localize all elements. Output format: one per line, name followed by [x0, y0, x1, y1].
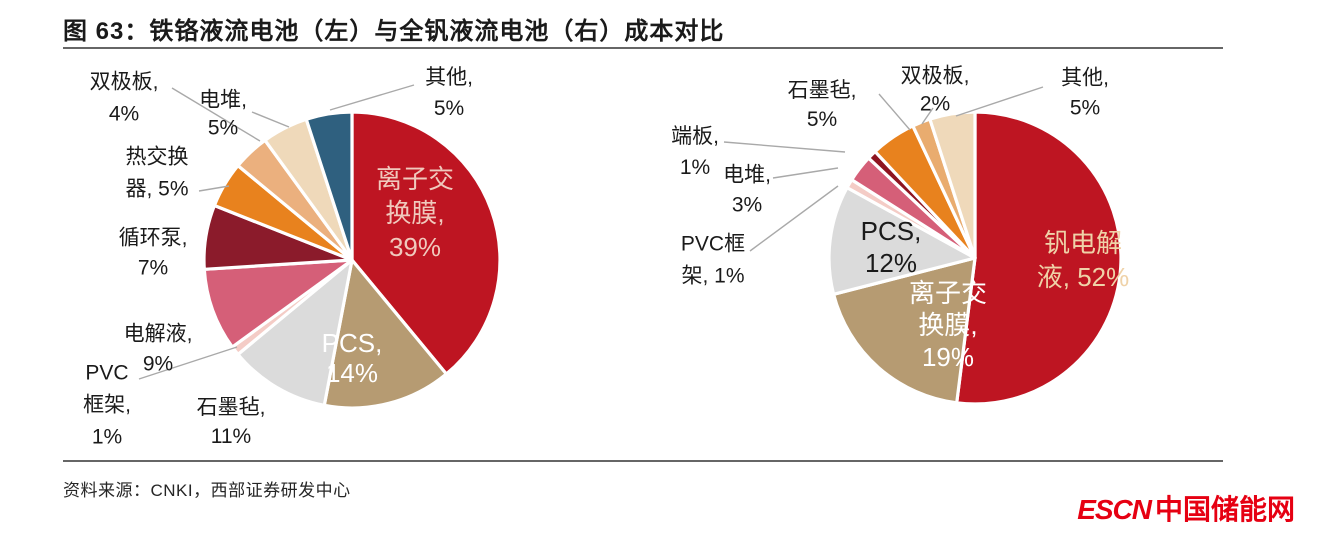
slice-label: 电堆, 5% — [199, 89, 247, 140]
slice-label: 石墨毡, 11% — [197, 396, 266, 448]
label-leader-line — [955, 86, 1044, 117]
slice-label: PVC 框架, 1% — [83, 362, 131, 449]
logo-latin: ESCN — [1077, 494, 1152, 525]
pie-slice — [322, 258, 448, 410]
slice-label: PCS, 12% — [861, 216, 922, 278]
label-leader-line — [921, 107, 934, 125]
logo-cjk: 中国储能网 — [1154, 494, 1295, 525]
slice-label: 热交换器, 5% — [125, 146, 188, 201]
slice-label: 双极板, 4% — [90, 71, 159, 126]
escn-logo: ESCN 中国储能网 — [1077, 488, 1295, 528]
source-note: 资料来源：CNKI，西部证券研发中心 — [63, 481, 351, 500]
slice-label: 离子交换膜, 19% — [909, 278, 987, 372]
label-leader-line — [723, 141, 846, 153]
pie-slice — [350, 110, 502, 376]
label-leader-line — [878, 93, 911, 131]
label-leader-line — [329, 84, 415, 111]
pie-slice — [928, 110, 977, 260]
label-leader-line — [749, 185, 839, 252]
label-leader-line — [772, 167, 839, 179]
footer-divider — [63, 460, 1223, 462]
slice-label: 石墨毡, 5% — [788, 79, 857, 131]
label-leader-line — [171, 87, 261, 142]
pie-slice — [955, 110, 1123, 406]
title-divider — [63, 47, 1223, 49]
pie-slice — [831, 256, 977, 405]
slice-label: PVC框架, 1% — [681, 233, 745, 288]
slice-label: 离子交换膜, 39% — [376, 164, 454, 262]
slice-label: 其他, 5% — [425, 66, 473, 120]
iron-chromium-flow-battery-cost: 离子交换膜, 39% PCS, 14% 石墨毡, 11% PVC 框架, 1%电解液, 9% 循环泵… — [83, 66, 502, 449]
pie-slice — [827, 186, 977, 296]
pie-slice — [202, 258, 354, 349]
slice-label: 循环泵, 7% — [119, 227, 188, 280]
slice-label: PCS, 14% — [322, 328, 383, 388]
label-leader-line — [138, 346, 238, 380]
pie-slice — [236, 258, 354, 407]
slice-label: 电解液, 9% — [124, 323, 193, 376]
figure-title: 图 63：铁铬液流电池（左）与全钒液流电池（右）成本对比 — [63, 18, 725, 45]
slice-label: 双极板, 2% — [901, 65, 970, 116]
pie-slice — [304, 110, 354, 262]
label-leader-line — [251, 111, 290, 128]
slice-label: 钒电解液, 52% — [1037, 228, 1130, 292]
all-vanadium-flow-battery-cost: 钒电解液, 52% 离子交换膜, 19%PCS, 12% PVC框架, 1% 电堆, 3%端… — [671, 65, 1130, 406]
label-leader-line — [198, 185, 230, 192]
slice-label: 端板, 1% — [671, 125, 719, 179]
slice-label: 电堆, 3% — [723, 164, 771, 217]
slice-label: 其他, 5% — [1061, 67, 1109, 120]
